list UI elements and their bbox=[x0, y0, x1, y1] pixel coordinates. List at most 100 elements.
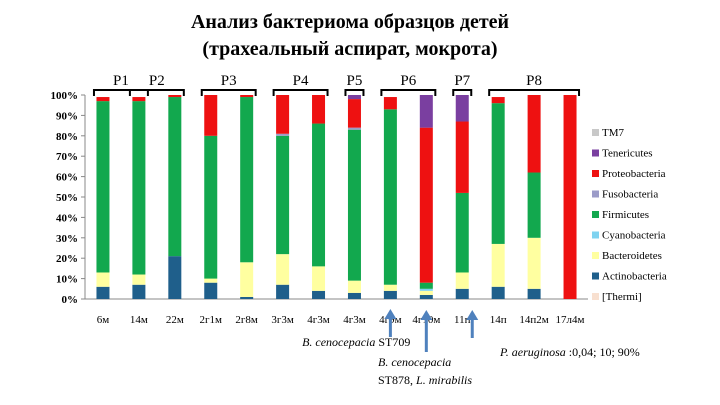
bar-segment bbox=[96, 97, 110, 102]
legend-swatch bbox=[592, 211, 599, 218]
chart-title-line1: Анализ бактериома образцов детей bbox=[191, 11, 509, 33]
plot-area: 0% 10% 20% 30% 40% 50% 60% 70% 80% 90% 100% 6м 14м 22… bbox=[51, 73, 667, 387]
bar-segment bbox=[527, 237, 541, 289]
bar-segment bbox=[168, 97, 182, 257]
annotation-text: B. cenocepacia ST709 bbox=[302, 335, 410, 349]
bar-segment bbox=[491, 103, 505, 244]
bar-segment bbox=[96, 286, 110, 299]
x-tick-label: 2г1м bbox=[200, 314, 223, 326]
group-label: P5 bbox=[347, 73, 363, 89]
bar-segment bbox=[276, 284, 290, 299]
legend-entry: Cyanobacteria bbox=[602, 230, 666, 242]
bar-segment bbox=[276, 135, 290, 255]
group-bracket bbox=[272, 89, 329, 96]
group-label: P2 bbox=[149, 73, 165, 89]
y-tick-label: 100% bbox=[51, 90, 79, 102]
bar-segment bbox=[168, 95, 182, 98]
chart-title-line2: (трахеальный аспират, мокрота) bbox=[202, 38, 497, 60]
legend-swatch bbox=[592, 252, 599, 259]
bar-segment bbox=[204, 278, 218, 283]
bar-segment bbox=[491, 97, 505, 104]
legend-swatch bbox=[592, 190, 599, 198]
y-tick-label: 10% bbox=[56, 274, 78, 286]
annotation-text: B. cenocepacia bbox=[378, 355, 451, 369]
legend-entry: [Thermi] bbox=[602, 291, 642, 303]
annotation-arrow-head bbox=[420, 310, 433, 320]
y-tick-label: 20% bbox=[56, 253, 78, 265]
bar-segment bbox=[419, 288, 433, 291]
group-bracket bbox=[380, 89, 437, 96]
legend-swatch bbox=[592, 129, 599, 136]
bar-segment bbox=[204, 95, 218, 136]
legend-entry: TM7 bbox=[602, 127, 625, 139]
x-tick-label: 17л4м bbox=[556, 314, 585, 326]
bar-segment bbox=[383, 284, 397, 291]
bar-segment bbox=[383, 290, 397, 299]
bar-segment bbox=[347, 99, 361, 128]
x-tick-label: 14п2м bbox=[519, 314, 548, 326]
x-tick-label: 14м bbox=[130, 314, 148, 326]
bar-segment bbox=[455, 288, 469, 299]
y-tick-label: 0% bbox=[62, 294, 79, 306]
bar-segment bbox=[132, 274, 146, 285]
annotation-arrow-head bbox=[466, 310, 479, 320]
x-tick-label: 3г3м bbox=[271, 314, 294, 326]
bar-segment bbox=[276, 254, 290, 285]
bar-segment bbox=[491, 243, 505, 287]
group-label: P8 bbox=[526, 73, 542, 89]
annotation-text: P. aeruginosa :0,04; 10; 90% bbox=[499, 345, 640, 359]
bar-segment bbox=[347, 95, 361, 100]
bar-segment bbox=[240, 97, 254, 263]
bar-segment bbox=[455, 121, 469, 193]
legend-swatch bbox=[592, 231, 599, 239]
group-bracket bbox=[452, 89, 473, 96]
bar-segment bbox=[132, 101, 146, 275]
bar-segment bbox=[419, 290, 433, 295]
x-tick-label: 14п bbox=[490, 314, 507, 326]
bar-segment bbox=[455, 192, 469, 273]
x-tick-label: 4г3м bbox=[343, 314, 366, 326]
y-tick-label: 60% bbox=[56, 172, 78, 184]
bar-segment bbox=[419, 95, 433, 128]
annotation-arrow-head bbox=[384, 309, 397, 319]
bar-segment bbox=[132, 284, 146, 299]
group-label: P7 bbox=[454, 73, 470, 89]
legend-swatch bbox=[592, 293, 599, 300]
y-tick-label: 30% bbox=[56, 233, 78, 245]
bar-segment bbox=[347, 129, 361, 281]
group-label: P1 bbox=[113, 73, 129, 89]
legend-entry: Bacteroidetes bbox=[602, 250, 662, 262]
bar-segment bbox=[168, 256, 182, 299]
bar-segment bbox=[204, 282, 218, 299]
bar-segment bbox=[347, 127, 361, 130]
annotation-text-line2: ST878, L. mirabilis bbox=[378, 373, 472, 387]
bar-segment bbox=[96, 272, 110, 287]
bar-segment bbox=[276, 133, 290, 136]
group-bracket bbox=[488, 89, 581, 96]
bar-segment bbox=[347, 292, 361, 299]
bar-segment bbox=[455, 95, 469, 122]
bar-segment bbox=[419, 127, 433, 283]
bar-segment bbox=[491, 286, 505, 299]
y-tick-label: 40% bbox=[56, 212, 78, 224]
x-tick-label: 11п bbox=[454, 314, 471, 326]
bar-segment bbox=[204, 135, 218, 279]
bar-segment bbox=[527, 172, 541, 238]
group-label: P6 bbox=[400, 73, 416, 89]
legend-entry: Actinobacteria bbox=[602, 271, 667, 283]
legend-entry: Firmicutes bbox=[602, 209, 649, 221]
x-tick-label: 22м bbox=[166, 314, 184, 326]
group-bracket bbox=[200, 89, 257, 96]
bar-segment bbox=[312, 290, 326, 299]
bar-segment bbox=[383, 97, 397, 110]
bar-segment bbox=[312, 123, 326, 267]
bar-segment bbox=[563, 95, 577, 299]
legend-swatch bbox=[592, 149, 599, 157]
group-bracket bbox=[92, 89, 149, 96]
legend-entry: Fusobacteria bbox=[602, 189, 658, 201]
bar-segment bbox=[527, 95, 541, 173]
bar-segment bbox=[240, 262, 254, 297]
bar-segment bbox=[312, 266, 326, 291]
legend-swatch bbox=[592, 170, 599, 177]
